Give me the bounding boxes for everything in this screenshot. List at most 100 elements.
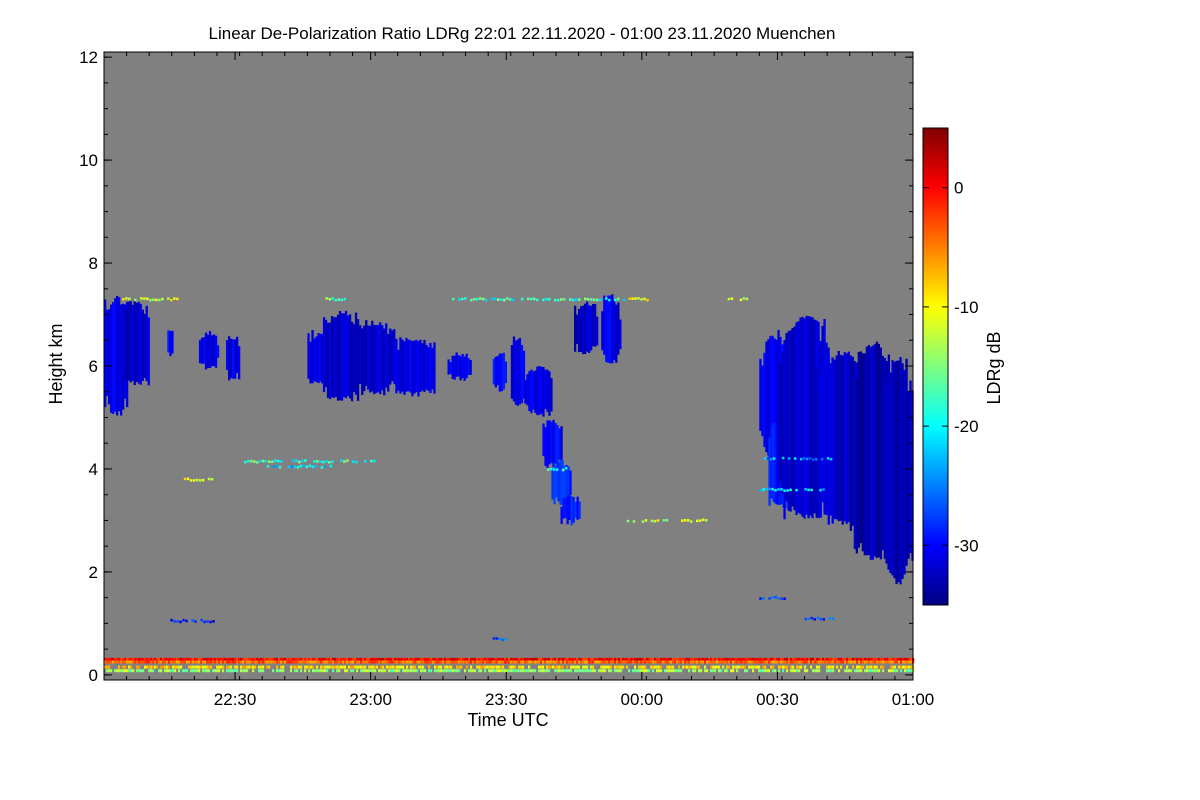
- cloud-column: [522, 350, 526, 399]
- cloud-column: [811, 317, 814, 519]
- ground-cell: [654, 665, 657, 669]
- ground-cell: [288, 660, 291, 664]
- ground-cell: [306, 657, 309, 661]
- ground-cell: [652, 657, 655, 661]
- ground-cell: [662, 657, 665, 661]
- ground-cell: [906, 669, 909, 673]
- ground-cell: [806, 660, 809, 664]
- speckle-point: [787, 457, 791, 460]
- ground-cell: [410, 665, 413, 669]
- x-tick-label: 23:00: [349, 690, 392, 709]
- speckle-point: [768, 487, 771, 491]
- ground-cell: [198, 657, 201, 661]
- ground-cell: [224, 657, 227, 661]
- speckle-point: [527, 297, 530, 301]
- ground-cell: [688, 657, 691, 661]
- speckle-point: [687, 519, 690, 522]
- ground-cell: [392, 665, 395, 669]
- ground-cell: [852, 657, 855, 661]
- cloud-column: [409, 340, 412, 393]
- ground-cell: [720, 669, 723, 673]
- ground-cell: [406, 669, 409, 673]
- ground-cell: [220, 660, 223, 664]
- ground-cell: [752, 657, 755, 661]
- speckle-point: [605, 297, 608, 300]
- ground-cell: [216, 669, 219, 673]
- ground-cell: [564, 669, 567, 673]
- cloud-column: [605, 298, 608, 362]
- cloud-column: [391, 330, 394, 382]
- ground-cell: [800, 665, 803, 669]
- ground-cell: [404, 669, 407, 673]
- ground-cell: [470, 669, 473, 673]
- ground-cell: [402, 669, 405, 673]
- ground-cell: [698, 665, 701, 669]
- chart-title: Linear De-Polarization Ratio LDRg 22:01 …: [209, 24, 836, 43]
- ground-cell: [700, 657, 703, 661]
- ground-cell: [160, 665, 163, 669]
- ground-cell: [412, 660, 415, 664]
- ground-cell: [118, 665, 121, 669]
- ground-cell: [338, 669, 341, 673]
- ground-cell: [662, 660, 665, 664]
- cloud-column: [518, 338, 522, 405]
- ground-cell: [564, 657, 567, 661]
- ground-cell: [258, 660, 261, 664]
- ground-cell: [214, 669, 217, 673]
- ground-cell: [664, 660, 667, 664]
- ground-cell: [232, 657, 235, 661]
- ground-cell: [436, 660, 439, 664]
- ground-cell: [724, 657, 727, 661]
- ground-cell: [420, 665, 423, 669]
- speckle-point: [492, 637, 496, 640]
- cloud-column: [340, 313, 344, 401]
- speckle-point: [482, 297, 485, 301]
- speckle-line: [727, 297, 749, 302]
- ground-cell: [734, 657, 737, 661]
- ground-cell: [580, 657, 583, 661]
- ground-cell: [188, 660, 191, 664]
- ground-cell: [176, 660, 179, 664]
- speckle-point: [730, 297, 734, 300]
- cloud-column: [373, 324, 376, 395]
- ground-cell: [594, 657, 597, 661]
- ground-cell: [858, 660, 861, 664]
- ground-cell: [292, 657, 295, 661]
- cloud-column: [845, 353, 848, 524]
- ground-cell: [518, 657, 521, 661]
- ground-cell: [560, 657, 563, 661]
- ground-cell: [500, 660, 503, 664]
- cloud-column: [877, 343, 880, 558]
- ground-cell: [796, 665, 799, 669]
- ground-cell: [286, 660, 289, 664]
- speckle-point: [250, 459, 253, 463]
- ground-cell: [474, 669, 477, 673]
- ground-cell: [730, 660, 733, 664]
- speckle-point: [155, 298, 158, 302]
- ground-cell: [586, 669, 589, 673]
- ground-cell: [710, 660, 713, 664]
- ground-cell: [788, 660, 791, 664]
- ground-cell: [606, 660, 609, 664]
- ground-cell: [572, 665, 575, 669]
- ground-cell: [364, 665, 367, 669]
- ground-cell: [368, 665, 371, 669]
- ground-cell: [280, 660, 283, 664]
- ground-cell: [494, 657, 497, 661]
- speckle-point: [739, 298, 743, 302]
- ground-cell: [350, 665, 353, 669]
- ground-cell: [470, 665, 473, 669]
- cloud-column: [859, 351, 862, 544]
- ground-cell: [436, 665, 439, 669]
- ground-cell: [256, 657, 259, 661]
- ground-cell: [354, 660, 357, 664]
- ground-cell: [768, 669, 771, 673]
- speckle-point: [644, 519, 648, 522]
- cloud-column: [419, 339, 422, 392]
- ground-cell: [870, 657, 873, 661]
- ground-cell: [588, 660, 591, 664]
- ground-cell: [392, 660, 395, 664]
- ground-cell: [766, 669, 769, 673]
- ground-cell: [712, 660, 715, 664]
- ground-cell: [640, 660, 643, 664]
